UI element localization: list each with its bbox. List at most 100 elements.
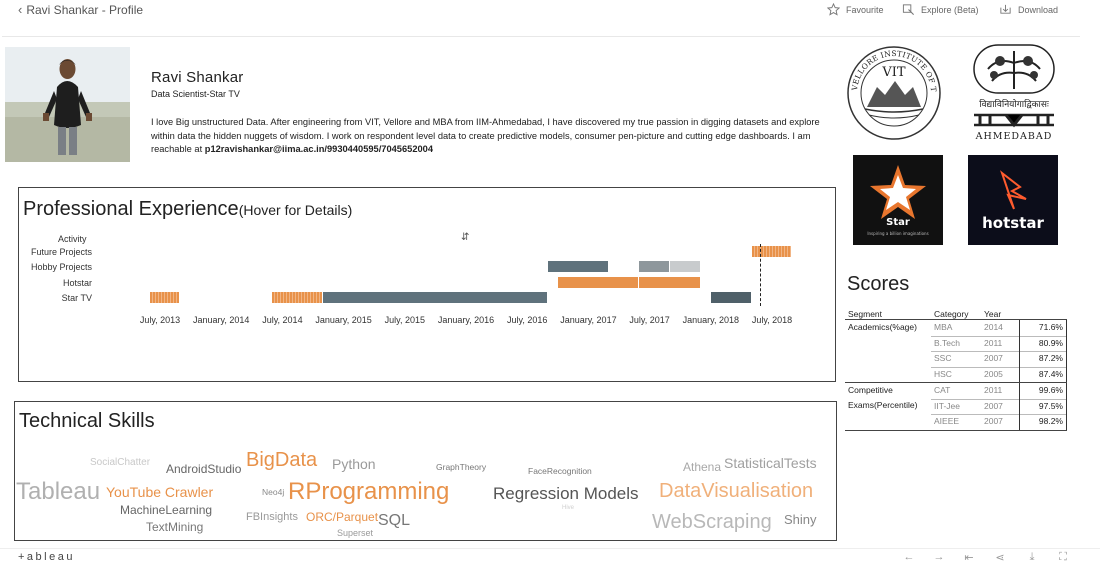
skill-word[interactable]: SocialChatter: [90, 457, 151, 468]
timeline-bar[interactable]: [272, 292, 323, 303]
experience-title-text: Professional Experience: [23, 198, 239, 220]
scores-value-border: [1019, 320, 1020, 382]
timeline-bar[interactable]: [710, 292, 751, 303]
skill-word[interactable]: Neo4j: [262, 487, 285, 497]
experience-hint: (Hover for Details): [238, 202, 353, 218]
skill-word[interactable]: DataVisualisation: [659, 480, 814, 502]
scores-column-header: Year: [984, 309, 1002, 319]
sort-icon[interactable]: ⇵: [461, 232, 470, 243]
skill-word[interactable]: TextMining: [146, 520, 204, 534]
scores-value: 87.2%: [1038, 353, 1063, 363]
axis-tick-label: July, 2013: [139, 315, 181, 325]
profile-name: Ravi Shankar: [151, 69, 244, 86]
favourite-button[interactable]: Favourite: [827, 3, 884, 16]
experience-panel: [18, 187, 836, 382]
skill-word[interactable]: SQL: [378, 512, 411, 529]
profile-bio-text: I love Big unstructured Data. After engi…: [151, 117, 820, 155]
tableau-logo: +ableau: [18, 551, 75, 563]
hotstar-logo: hotstar: [968, 155, 1058, 245]
profile-photo: [5, 47, 130, 162]
skill-word[interactable]: RProgramming: [288, 478, 450, 505]
iim-logo: विद्याविनियोगाद्विकासः AHMEDABAD: [966, 43, 1062, 142]
axis-tick-label: July, 2016: [507, 315, 548, 325]
profile-role: Data Scientist-Star TV: [151, 89, 240, 99]
skill-word[interactable]: Python: [332, 456, 376, 472]
download-button[interactable]: Download: [999, 3, 1058, 16]
top-toolbar: ‹ Ravi Shankar - Profile Favourite Explor…: [0, 0, 1100, 20]
scores-value: 87.4%: [1038, 368, 1063, 379]
skill-word[interactable]: ORC/Parquet: [306, 510, 379, 524]
scores-row-divider: [931, 351, 1067, 352]
dashboard-frame: [2, 36, 1080, 548]
scores-value: 98.2%: [1038, 416, 1063, 426]
skill-word[interactable]: YouTube Crawler: [106, 484, 214, 500]
skill-word[interactable]: BigData: [246, 449, 318, 471]
skill-word[interactable]: StatisticalTests: [724, 455, 817, 471]
skill-word[interactable]: Superset: [337, 528, 374, 538]
scores-category: CAT: [934, 385, 951, 395]
axis-tick-label: July, 2015: [384, 315, 425, 325]
iim-name: AHMEDABAD: [975, 131, 1053, 141]
axis-tick-label: January, 2014: [193, 315, 250, 325]
axis-tick-label: January, 2018: [682, 315, 739, 325]
timeline-bar[interactable]: [557, 277, 639, 288]
skill-word[interactable]: MachineLearning: [120, 503, 213, 517]
scores-year: 2005: [984, 368, 1003, 379]
activity-category: Star TV: [61, 293, 92, 303]
star-logo-tagline: Inspiring a billion imaginations: [867, 231, 928, 236]
scores-category: AIEEE: [934, 416, 960, 426]
skill-word[interactable]: Regression Models: [493, 484, 639, 503]
fullscreen-icon[interactable]: ⛶: [1059, 551, 1067, 563]
share-icon[interactable]: ⋖: [995, 552, 1005, 564]
skill-word[interactable]: Hive: [562, 505, 575, 511]
skill-word[interactable]: Tableau: [16, 478, 101, 505]
activity-category: Future Projects: [30, 247, 92, 257]
skill-word[interactable]: WebScraping: [652, 511, 772, 533]
scores-row-divider: [931, 335, 1067, 337]
scores-value: 80.9%: [1038, 337, 1063, 348]
timeline-bar[interactable]: [323, 292, 547, 303]
timeline-bar[interactable]: [751, 246, 792, 257]
star-outline-icon: [827, 3, 840, 16]
vit-logo: VELLORE INSTITUTE OF TECHNOLOGY VIT: [841, 36, 943, 145]
redo-icon[interactable]: →: [933, 551, 945, 563]
timeline-bar[interactable]: [670, 261, 700, 272]
scores-year: 2011: [984, 385, 1003, 395]
chevron-left-icon: ‹: [18, 2, 23, 17]
favourite-label: Favourite: [846, 4, 884, 15]
timeline-bar[interactable]: [149, 292, 180, 303]
scores-group-divider: [845, 429, 1067, 431]
scores-year: 2014: [984, 322, 1003, 332]
revert-icon[interactable]: ⇤: [964, 552, 974, 564]
bottom-toolbar: [0, 548, 1100, 564]
skill-word[interactable]: FBInsights: [246, 511, 298, 523]
scores-header-divider: [845, 319, 1067, 320]
skill-word[interactable]: Athena: [683, 460, 722, 474]
timeline-bar[interactable]: [639, 277, 700, 288]
back-link[interactable]: ‹ Ravi Shankar - Profile: [18, 2, 143, 17]
activity-category: Hobby Projects: [30, 262, 92, 272]
skills-panel: [14, 401, 837, 541]
timeline-bar[interactable]: [639, 261, 669, 272]
explore-icon: [902, 4, 915, 16]
vit-logo-text: VIT: [881, 65, 906, 80]
explore-button[interactable]: Explore (Beta): [902, 3, 979, 16]
scores-value-border: [1066, 320, 1067, 382]
scores-category: B.Tech: [934, 337, 960, 348]
skill-word[interactable]: GraphTheory: [436, 462, 487, 472]
scores-value: 99.6%: [1038, 385, 1063, 395]
timeline-bar[interactable]: [547, 261, 608, 272]
scores-year: 2011: [984, 337, 1003, 348]
download-icon: [1000, 4, 1011, 14]
skills-title: Technical Skills: [19, 410, 155, 432]
scores-value-border: [1066, 383, 1067, 430]
skill-word[interactable]: Shiny: [784, 512, 817, 527]
skill-word[interactable]: FaceRecognition: [528, 466, 592, 476]
undo-icon[interactable]: ←: [903, 551, 915, 563]
activity-header: Activity: [58, 234, 87, 244]
axis-tick-label: January, 2017: [560, 315, 617, 325]
profile-contact: p12ravishankar@iima.ac.in/9930440595/704…: [204, 144, 433, 155]
download-footer-icon[interactable]: ⤓: [1029, 551, 1035, 563]
scores-column-header: Segment: [848, 309, 883, 319]
skill-word[interactable]: AndroidStudio: [166, 462, 242, 476]
